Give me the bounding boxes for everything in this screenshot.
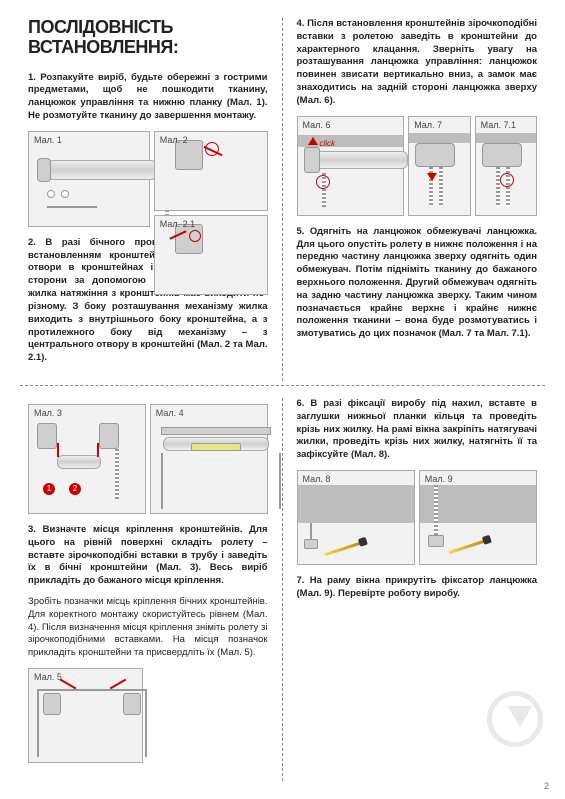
figure-7-1: Мал. 7.1 bbox=[475, 116, 537, 216]
step-5-text: 5. Одягніть на ланцюжок обмежувачі ланцю… bbox=[297, 226, 538, 341]
quadrant-top-right: 4. Після встановлення кронштейнів зірочк… bbox=[283, 18, 546, 381]
figure-3: Мал. 3 1 2 bbox=[28, 404, 146, 514]
watermark-icon bbox=[487, 691, 543, 747]
figure-row-5: Мал. 8 Мал. 9 bbox=[297, 470, 538, 565]
figure-9-label: Мал. 9 bbox=[425, 474, 453, 484]
figure-9: Мал. 9 bbox=[419, 470, 537, 565]
quadrant-top-left: ПОСЛІДОВНІСТЬ ВСТАНОВЛЕННЯ: 1. Розпакуйт… bbox=[20, 18, 283, 381]
step-3a-text: 3. Визначте місця кріплення кронштейнів.… bbox=[28, 524, 268, 588]
page-grid: ПОСЛІДОВНІСТЬ ВСТАНОВЛЕННЯ: 1. Розпакуйт… bbox=[0, 0, 565, 799]
figure-row-4: Мал. 5 bbox=[28, 668, 268, 763]
figure-2-label: Мал. 2 bbox=[160, 135, 188, 145]
figure-3-label: Мал. 3 bbox=[34, 408, 62, 418]
figure-1-label: Мал. 1 bbox=[34, 135, 62, 145]
figure-7-label: Мал. 7 bbox=[414, 120, 442, 130]
screwdriver-icon bbox=[324, 541, 363, 556]
figure-5-label: Мал. 5 bbox=[34, 672, 62, 682]
figure-7: Мал. 7 bbox=[408, 116, 470, 216]
main-title: ПОСЛІДОВНІСТЬ ВСТАНОВЛЕННЯ: bbox=[28, 18, 268, 58]
step-4-text: 4. Після встановлення кронштейнів зірочк… bbox=[297, 18, 538, 108]
figure-6: Мал. 6 click bbox=[297, 116, 405, 216]
figure-2-1: Мал. 2.1 bbox=[154, 215, 268, 295]
figure-row-3: Мал. 3 1 2 Мал. 4 bbox=[28, 404, 268, 514]
step-6-text: 6. В разі фіксації виробу під нахил, вст… bbox=[297, 398, 538, 462]
figure-4: Мал. 4 bbox=[150, 404, 268, 514]
figure-2: Мал. 2 bbox=[154, 131, 268, 211]
figure-6-label: Мал. 6 bbox=[303, 120, 331, 130]
click-label: click bbox=[320, 139, 336, 148]
figure-1: Мал. 1 bbox=[28, 131, 150, 227]
figure-8: Мал. 8 bbox=[297, 470, 415, 565]
page-number: 2 bbox=[544, 781, 549, 791]
step-3b-text: Зробіть позначки місць кріплення бічних … bbox=[28, 596, 268, 660]
quadrant-bottom-left: Мал. 3 1 2 Мал. 4 3. Визначте місця кріп… bbox=[20, 398, 283, 781]
figure-8-label: Мал. 8 bbox=[303, 474, 331, 484]
figure-7-1-label: Мал. 7.1 bbox=[481, 120, 516, 130]
figure-5: Мал. 5 bbox=[28, 668, 143, 763]
step-1-text: 1. Розпакуйте виріб, будьте обережні з г… bbox=[28, 72, 268, 123]
horizontal-divider bbox=[20, 385, 545, 386]
figure-row-2: Мал. 6 click Мал. 7 Мал. 7.1 bbox=[297, 116, 538, 216]
screwdriver-icon bbox=[448, 539, 487, 554]
step-7-text: 7. На раму вікна прикрутіть фіксатор лан… bbox=[297, 575, 538, 601]
figure-4-label: Мал. 4 bbox=[156, 408, 184, 418]
figure-row-1: Мал. 1 Мал. 2 Мал. 2.1 bbox=[28, 131, 268, 227]
figure-2-1-label: Мал. 2.1 bbox=[160, 219, 195, 229]
